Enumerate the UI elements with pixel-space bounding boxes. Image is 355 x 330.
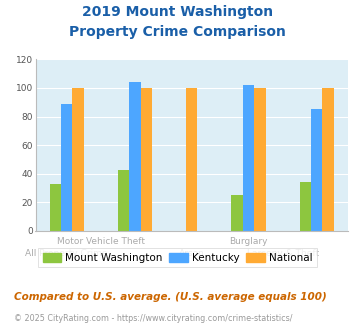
Bar: [50, 184, 61, 231]
Text: All Property Crime: All Property Crime: [26, 249, 108, 258]
Text: Larceny & Theft: Larceny & Theft: [246, 249, 319, 258]
Text: Property Crime Comparison: Property Crime Comparison: [69, 25, 286, 39]
Bar: [61, 104, 72, 231]
Text: Compared to U.S. average. (U.S. average equals 100): Compared to U.S. average. (U.S. average …: [14, 292, 327, 302]
Bar: [72, 88, 84, 231]
Bar: [243, 85, 254, 231]
Text: Motor Vehicle Theft: Motor Vehicle Theft: [57, 237, 145, 246]
Bar: [129, 82, 141, 231]
Bar: [254, 88, 266, 231]
Text: © 2025 CityRating.com - https://www.cityrating.com/crime-statistics/: © 2025 CityRating.com - https://www.city…: [14, 314, 293, 323]
Bar: [300, 182, 311, 231]
Text: 2019 Mount Washington: 2019 Mount Washington: [82, 5, 273, 19]
Bar: [311, 110, 322, 231]
Bar: [231, 195, 243, 231]
Legend: Mount Washington, Kentucky, National: Mount Washington, Kentucky, National: [38, 248, 317, 267]
Bar: [118, 170, 129, 231]
Bar: [141, 88, 152, 231]
Bar: [322, 88, 334, 231]
Text: Burglary: Burglary: [229, 237, 268, 246]
Bar: [186, 88, 197, 231]
Text: Arson: Arson: [179, 249, 204, 258]
